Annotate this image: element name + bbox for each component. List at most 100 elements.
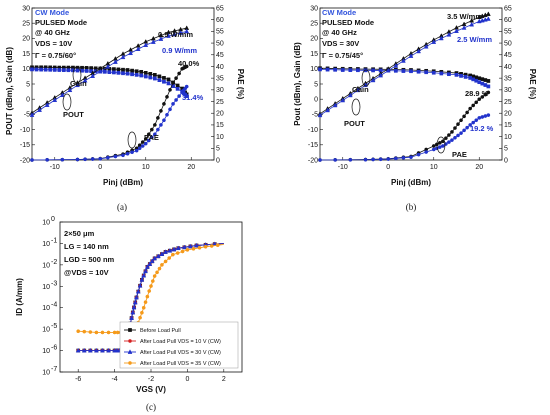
panel-c-xtick-label: 2 (222, 376, 226, 383)
panel-b-freq-label: @ 40 GHz (322, 28, 357, 37)
panel-a-pae-blue-point (153, 132, 157, 137)
panel-a-ytick-label: -15 (20, 142, 30, 149)
panel-a-gain-blue-point (162, 79, 166, 84)
panel-b-pae-blue-point (447, 140, 451, 144)
panel-a-pae-blue-point (134, 148, 139, 153)
panel-a-gain-blue-point (130, 72, 134, 77)
panel-a-pae-blue-point (143, 141, 148, 146)
panel-b-gain-blue-point (454, 73, 459, 77)
panel-a-pae-blue-point (98, 156, 103, 161)
panel-a-gain-black-point (89, 66, 94, 70)
panel-a-gain-black-point (175, 83, 180, 88)
panel-a: -20 -15 -10 -5 0 5 10 15 20 25 30 0 5 10 15 20 25 30 35 40 4… (5, 5, 245, 212)
panel-a-y2tick-label: 35 (216, 75, 224, 82)
panel-b-ytick-label: -10 (308, 127, 318, 134)
panel-a-ytick-label: -20 (20, 157, 30, 164)
panel-c-series-3-point (160, 263, 164, 267)
panel-b-pae-blue-point (486, 113, 491, 117)
panel-a-pae-blue-point (45, 157, 50, 162)
panel-a-y2tick-label: 10 (216, 134, 224, 141)
panel-a-pae-blue-point (177, 94, 181, 98)
panel-c-series-3-point (82, 329, 87, 334)
panel-c-series-2-point (129, 315, 135, 320)
panel-a-gain-blue-point (57, 68, 62, 72)
panel-a-pae-blue-point (162, 118, 166, 123)
panel-b-pout-blue-point (393, 63, 399, 68)
panel-b-pout-black-point (485, 11, 491, 16)
panel-c-series-2-point (143, 268, 148, 274)
panel-b-pout-blue-point (332, 102, 338, 108)
panel-a-gain-blue-point (125, 71, 130, 76)
panel-c-series-3-point (149, 284, 153, 288)
panel-c-ytick-label: 10 (42, 370, 50, 377)
panel-c-ytick-label: 10 (42, 262, 50, 269)
panel-b-pae-blue-point (318, 158, 322, 162)
panel-c-ytick-exponent: -1 (51, 237, 57, 244)
panel-a-y2tick-label: 55 (216, 29, 224, 36)
panel-c-ytick-exponent: -3 (51, 280, 57, 287)
panel-c-series-2-point (132, 299, 138, 305)
panel-c-ytick-exponent: -4 (51, 302, 57, 309)
panel-a-pout-blue-point (120, 54, 126, 60)
panel-b-pae-blue-point (378, 157, 383, 162)
panel-a-pout-blue-label: 0.9 W/mm (162, 46, 197, 55)
panel-c-series-3-point (203, 244, 208, 249)
panel-b-y2tick-label: 65 (504, 5, 512, 12)
panel-c-series-2-point (131, 304, 137, 310)
panel-b-pae-blue-point (348, 157, 353, 162)
panel-b-ytick-label: -15 (308, 142, 318, 149)
panel-b-y2tick-label: 30 (504, 87, 512, 94)
panel-b-pout-blue-point (401, 58, 406, 63)
panel-c-series-2-point (106, 347, 111, 353)
panel-a-gain-black-point (121, 67, 125, 72)
panel-b-ylabel2: PAE (%) (528, 69, 537, 100)
panel-b-pae-black-label: 28.9 % (465, 89, 489, 98)
panel-c-series-3-point (191, 246, 196, 251)
panel-b-pae-blue-point (480, 115, 485, 119)
panel-a-gain-blue-point (43, 67, 48, 72)
panel-a-ytick-label: 15 (22, 51, 30, 58)
panel-a-ytick-label: 5 (26, 81, 30, 88)
panel-a-pout-blue-point (166, 33, 171, 38)
panel-a-gain-blue-point (148, 75, 153, 80)
panel-a-ytick-label: 25 (22, 21, 30, 28)
panel-c-series-2-point (147, 261, 153, 266)
panel-b-pout-blue-point (469, 21, 475, 27)
panel-c-caption: (c) (146, 402, 156, 412)
panel-a-caption: (a) (117, 202, 127, 212)
panel-b-y2tick-label: 60 (504, 17, 512, 24)
panel-c-series-2-point (141, 272, 147, 278)
panel-b-plot: -20 -15 -10 -5 0 5 10 15 20 25 30 0 5 10 15 20 25 30 35 40 4… (308, 5, 512, 171)
panel-a-pout-blue-point (178, 30, 184, 35)
panel-a-pout-blue-point (158, 36, 164, 41)
panel-c-series-3-point (106, 330, 111, 335)
panel-c-series-2-point (144, 264, 150, 269)
panel-a-pae-black-point (165, 95, 169, 99)
panel-b-gain-blue-point (318, 67, 322, 72)
panel-c-series-3-point (197, 245, 202, 250)
panel-a-gain-black-point (166, 77, 171, 82)
panel-c-series-2-point (137, 282, 143, 288)
panel-b-pout-blue-point (485, 16, 491, 21)
panel-a-gain-blue-point (48, 67, 53, 72)
panel-c-ytick-exponent: -7 (51, 366, 57, 373)
panel-b-pae-blue-point (416, 152, 421, 157)
panel-b-y2tick-label: 20 (504, 111, 512, 118)
panel-c-series-2-point (152, 255, 158, 261)
panel-b-pae-blue-point (409, 155, 413, 160)
panel-b-ytick-label: 10 (310, 66, 318, 73)
panel-a-gain-blue-point (121, 71, 125, 76)
panel-b-gain-blue-point (459, 74, 463, 78)
panel-a-gain-black-point (162, 76, 166, 80)
panel-c-series-3-point (180, 249, 185, 254)
panel-c-legend-label: After Load Pull VDS = 10 V (CW) (140, 339, 221, 345)
panel-a-pout-blue-point (105, 64, 111, 69)
panel-a-pout-blue-point (52, 97, 58, 102)
panel-b-ytick-label: 5 (314, 81, 318, 88)
panel-a-ytick-label: -5 (24, 112, 30, 119)
panel-c-legend-swatch-marker (127, 349, 133, 354)
panel-a-pout-black-line (31, 27, 187, 114)
panel-a-pae-black-point (146, 132, 151, 137)
panel-a-pae-blue-point (90, 157, 95, 161)
